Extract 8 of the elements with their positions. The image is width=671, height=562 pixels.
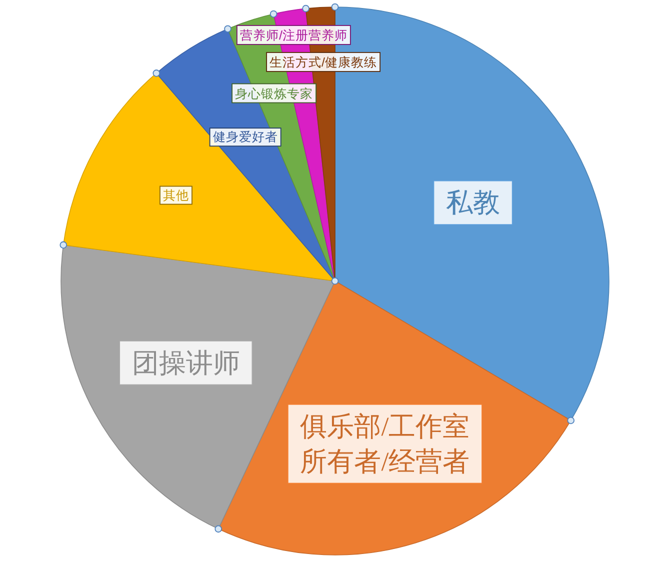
slice-label: 俱乐部/工作室所有者/经营者: [300, 411, 470, 476]
slice-label: 身心锻炼专家: [235, 86, 314, 101]
slice-label: 生活方式/健康教练: [270, 54, 378, 70]
slice-label: 健身爱好者: [212, 130, 278, 144]
slice-label: 团操讲师: [132, 348, 240, 378]
slice-label: 私教: [446, 188, 500, 218]
slice-label: 其他: [162, 188, 189, 202]
slice-label: 营养师/注册营养师: [240, 27, 348, 42]
